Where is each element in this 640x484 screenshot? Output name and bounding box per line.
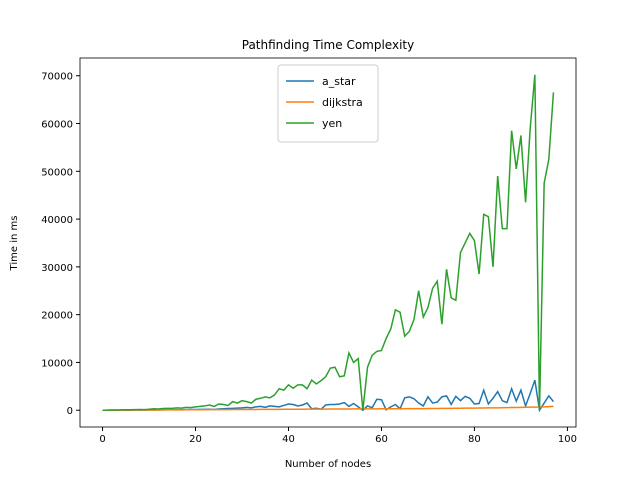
y-tick-label: 10000 xyxy=(41,358,73,369)
series-line xyxy=(102,405,554,411)
y-tick-label: 50000 xyxy=(41,167,73,178)
y-tick-label: 30000 xyxy=(41,263,73,274)
y-tick-label: 70000 xyxy=(41,72,73,83)
x-tick-label: 100 xyxy=(558,434,577,445)
legend-label: dijkstra xyxy=(322,96,363,109)
x-tick-label: 40 xyxy=(282,434,295,445)
y-tick-label: 0 xyxy=(67,406,73,417)
y-tick-label: 40000 xyxy=(41,215,73,226)
x-tick-label: 0 xyxy=(99,434,105,445)
legend-label: a_star xyxy=(322,75,356,88)
y-tick-label: 20000 xyxy=(41,311,73,322)
series-line xyxy=(102,74,555,411)
legend-label: yen xyxy=(322,117,342,130)
y-tick-label: 60000 xyxy=(41,120,73,131)
chart-title: Pathfinding Time Complexity xyxy=(242,38,414,52)
x-tick-label: 60 xyxy=(375,434,388,445)
y-axis-label: Time in ms xyxy=(9,216,20,272)
x-axis-label: Number of nodes xyxy=(285,459,371,470)
plot-frame xyxy=(79,57,577,428)
x-tick-label: 80 xyxy=(468,434,481,445)
x-tick-label: 20 xyxy=(189,434,202,445)
